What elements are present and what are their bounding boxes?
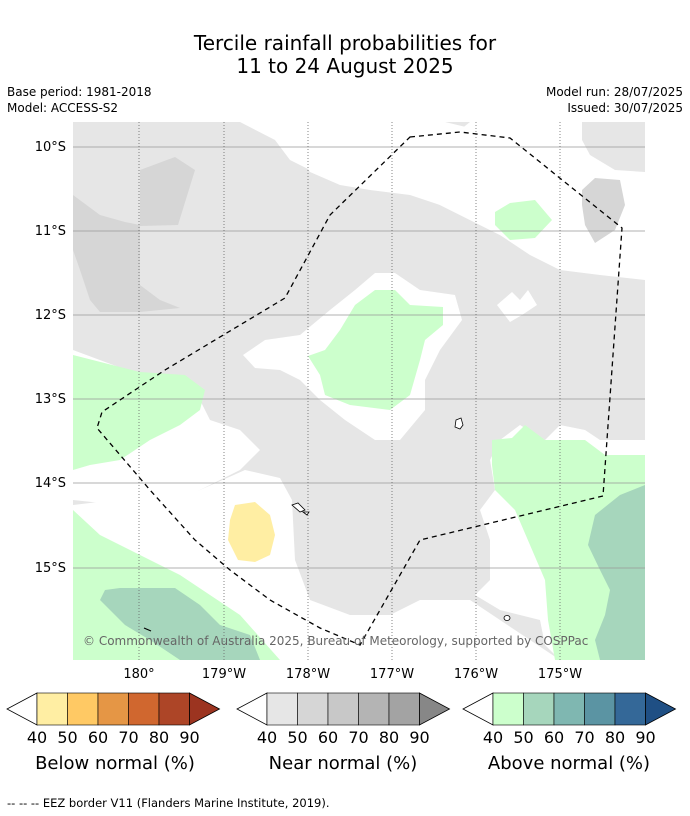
colorbar-tick-label: 70 [574, 728, 594, 747]
latitude-gridlines [73, 146, 645, 569]
eez-footnote: -- -- -- EEZ border V11 (Flanders Marine… [7, 796, 330, 810]
colorbar-segment [297, 692, 329, 726]
colorbar-segment [97, 692, 129, 726]
colorbar-below-normal: 40 50 60 70 80 90 [6, 692, 221, 747]
colorbar-tick-label: 40 [257, 728, 277, 747]
colorbar-low-arrow [236, 692, 268, 726]
map-title-line2: 11 to 24 August 2025 [236, 54, 454, 78]
colorbar-segment [158, 692, 190, 726]
base-period-label: Base period: 1981-2018 [7, 85, 152, 99]
above-normal-50-southwest [100, 588, 260, 660]
colorbar-above-normal: 40 50 60 70 80 90 [462, 692, 677, 747]
colorbar-tick-label: 80 [605, 728, 625, 747]
colorbar-segment [266, 692, 298, 726]
near-normal-50-region [73, 157, 625, 312]
near-normal-40-top-right [445, 122, 645, 172]
colorbar-segment [523, 692, 555, 726]
colorbar-tick-label: 90 [409, 728, 429, 747]
lat-label: 14°S [35, 476, 66, 491]
above-normal-50-southeast [588, 485, 645, 660]
colorbar-low-arrow [6, 692, 38, 726]
colorbar-tick-label: 60 [318, 728, 338, 747]
colorbar-tick-label: 90 [179, 728, 199, 747]
lon-label: 179°W [202, 667, 246, 682]
lat-label: 15°S [35, 561, 66, 576]
model-run-label: Model run: 28/07/2025 [545, 85, 683, 99]
map-copyright: © Commonwealth of Australia 2025, Bureau… [83, 634, 588, 648]
island-marker [454, 417, 464, 430]
colorbar-segment [492, 692, 524, 726]
colorbar-tick-label: 40 [483, 728, 503, 747]
colorbar-title-above: Above normal (%) [487, 753, 651, 774]
colorbar-tick-label: 60 [88, 728, 108, 747]
lon-label: 178°W [286, 667, 330, 682]
lat-label: 13°S [35, 392, 66, 407]
latitude-labels: 10°S 11°S 12°S 13°S 14°S 15°S [35, 140, 66, 576]
colorbar-segment [67, 692, 99, 726]
lon-label: 176°W [454, 667, 498, 682]
normal-gap-small [497, 290, 537, 322]
colorbar-segment [327, 692, 359, 726]
lat-label: 12°S [35, 308, 66, 323]
colorbar-segment [358, 692, 390, 726]
colorbar-tick-label: 70 [118, 728, 138, 747]
island-marker [503, 615, 511, 621]
colorbar-tick-label: 50 [513, 728, 533, 747]
longitude-labels: 180° 179°W 178°W 177°W 176°W 175°W [123, 667, 582, 682]
colorbar-tick-label: 50 [57, 728, 77, 747]
colorbar-low-arrow [462, 692, 494, 726]
colorbar-title-below: Below normal (%) [35, 753, 195, 774]
colorbar-segment [36, 692, 68, 726]
colorbar-tick-label: 90 [635, 728, 655, 747]
island-marker [301, 511, 310, 516]
above-normal-40-northeast [495, 200, 552, 240]
issued-label: Issued: 30/07/2025 [567, 101, 683, 115]
colorbar-tick-label: 50 [287, 728, 307, 747]
colorbar-tick-label: 60 [544, 728, 564, 747]
colorbar-segment [614, 692, 646, 726]
colorbar-high-arrow [189, 692, 221, 726]
colorbar-segment [128, 692, 160, 726]
colorbar-near-normal: 40 50 60 70 80 90 [236, 692, 451, 747]
above-normal-40-southeast [492, 425, 645, 660]
colorbar-tick-label: 70 [348, 728, 368, 747]
lon-label: 177°W [370, 667, 414, 682]
colorbar-high-arrow [419, 692, 451, 726]
lat-label: 10°S [35, 140, 66, 155]
colorbar-segment [388, 692, 420, 726]
above-normal-40-center [308, 290, 443, 410]
lon-label: 180° [123, 667, 154, 682]
colorbar-segment [584, 692, 616, 726]
colorbar-tick-label: 40 [27, 728, 47, 747]
colorbar-tick-label: 80 [379, 728, 399, 747]
colorbar-high-arrow [645, 692, 677, 726]
below-normal-40-region [228, 502, 275, 562]
eez-border [96, 131, 623, 646]
above-normal-40-west [73, 355, 205, 470]
model-label: Model: ACCESS-S2 [7, 101, 119, 115]
island-marker [291, 502, 306, 513]
island-marker [143, 627, 152, 632]
colorbar-tick-label: 80 [149, 728, 169, 747]
lon-label: 175°W [538, 667, 582, 682]
map-title-line1: Tercile rainfall probabilities for [193, 31, 497, 55]
lat-label: 11°S [35, 224, 66, 239]
colorbar-segment [553, 692, 585, 726]
colorbar-title-near: Near normal (%) [268, 753, 418, 774]
